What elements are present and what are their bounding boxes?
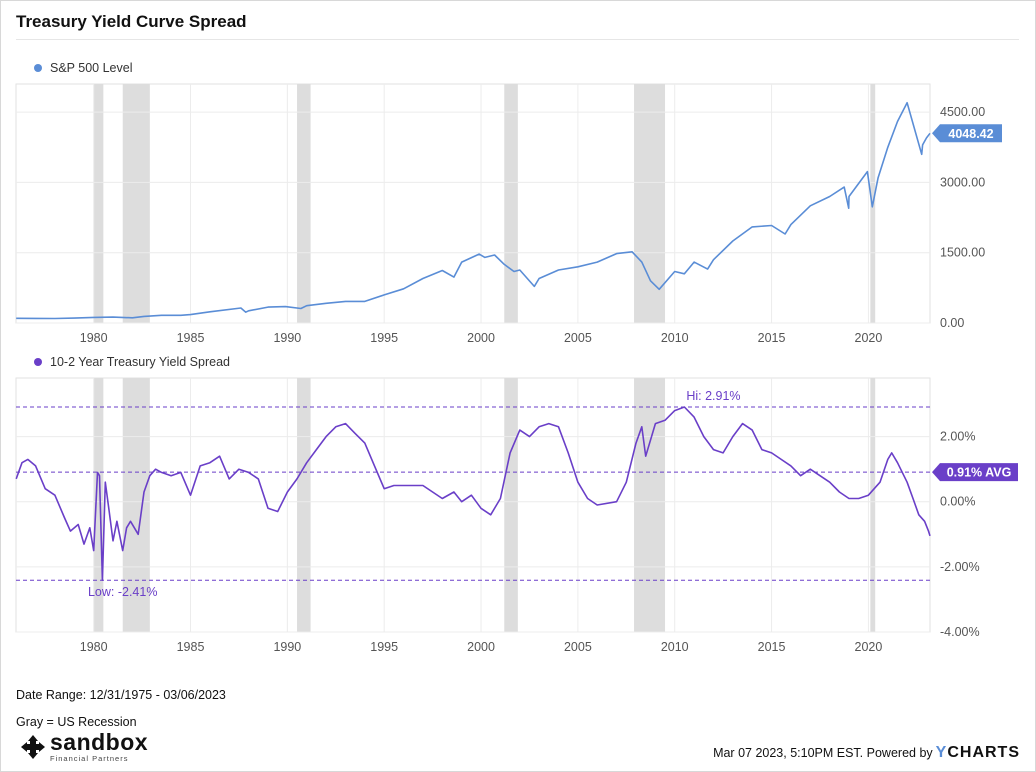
sp500-x-tick-label: 2000 [467,331,495,345]
sp500-y-tick-label: 1500.00 [940,246,985,260]
spread-x-tick-label: 2005 [564,640,592,654]
sp500-y-tick-label: 0.00 [940,316,964,330]
spread-x-tick-label: 1980 [80,640,108,654]
timestamp: Mar 07 2023, 5:10PM EST. [713,746,864,760]
sp500-x-tick-label: 2010 [661,331,689,345]
logo-subtitle: Financial Partners [50,754,129,763]
spread-recession-band [122,378,150,632]
spread-x-tick-label: 1990 [273,640,301,654]
spread-recession-band [93,378,104,632]
sp500-last-value-label: 4048.42 [948,127,993,141]
sp500-recession-band [297,84,311,323]
sp500-x-tick-label: 1990 [273,331,301,345]
spread-x-tick-label: 1995 [370,640,398,654]
spread-recession-band [297,378,311,632]
sp500-recession-band [93,84,104,323]
sp500-x-tick-label: 1985 [177,331,205,345]
legend-sp500-label: S&P 500 Level [50,61,133,75]
spread-recession-band [634,378,666,632]
sp500-x-tick-label: 2005 [564,331,592,345]
spread-y-tick-label: -4.00% [940,625,980,639]
spread-x-tick-label: 2000 [467,640,495,654]
sp500-y-tick-label: 3000.00 [940,175,985,189]
sandbox-logo: sandbox Financial Partners [20,731,148,763]
sp500-x-tick-label: 1995 [370,331,398,345]
spread-recession-band [870,378,876,632]
legend-spread-swatch [34,358,42,366]
sp500-recession-band [504,84,518,323]
sp500-recession-band [122,84,150,323]
source-credit: Mar 07 2023, 5:10PM EST. Powered by YCHA… [713,744,1020,762]
sp500-chart: 1980 1985 1990 1995 2000 2005 2010 2015 2020 0.00… [15,83,1002,345]
sp500-last-value-badge [932,124,1002,143]
move-arrows-icon [21,735,45,759]
legend-sp500: S&P 500 Level [34,61,132,75]
sp500-recession-band [634,84,666,323]
ycharts-logo-rest: CHARTS [947,744,1020,761]
logo-word: sandbox [50,729,149,755]
sp500-series-line [16,101,931,320]
spread-series-line [15,406,931,581]
sp500-x-tick-label: 2020 [855,331,883,345]
ycharts-logo[interactable]: YCHARTS [936,744,1020,762]
spread-chart: 1980 1985 1990 1995 2000 2005 2010 2015 2020 2.00… [15,377,1018,654]
date-range: Date Range: 12/31/1975 - 03/06/2023 [16,688,226,702]
title-divider [16,39,1019,40]
spread-y-tick-label: -2.00% [940,560,980,574]
spread-avg-badge [932,463,1018,482]
sp500-x-tick-label: 2015 [758,331,786,345]
sp500-y-tick-label: 4500.00 [940,105,985,119]
spread-x-tick-label: 1985 [177,640,205,654]
recession-note: Gray = US Recession [16,715,137,729]
sp500-x-tick-label: 1980 [80,331,108,345]
legend-sp500-swatch [34,64,42,72]
legend-spread-label: 10-2 Year Treasury Yield Spread [50,355,230,369]
spread-x-tick-label: 2015 [758,640,786,654]
spread-x-tick-label: 2020 [855,640,883,654]
spread-low-label: Low: -2.41% [88,585,157,599]
spread-x-tick-label: 2010 [661,640,689,654]
spread-recession-band [504,378,518,632]
spread-y-tick-label: 2.00% [940,430,975,444]
powered-by: Powered by [866,746,933,760]
spread-high-label: Hi: 2.91% [686,389,740,403]
spread-y-tick-label: 0.00% [940,495,975,509]
legend-spread: 10-2 Year Treasury Yield Spread [34,355,230,369]
spread-avg-label: 0.91% AVG [947,466,1012,480]
page-title: Treasury Yield Curve Spread [16,12,247,31]
ycharts-logo-y: Y [935,744,948,761]
